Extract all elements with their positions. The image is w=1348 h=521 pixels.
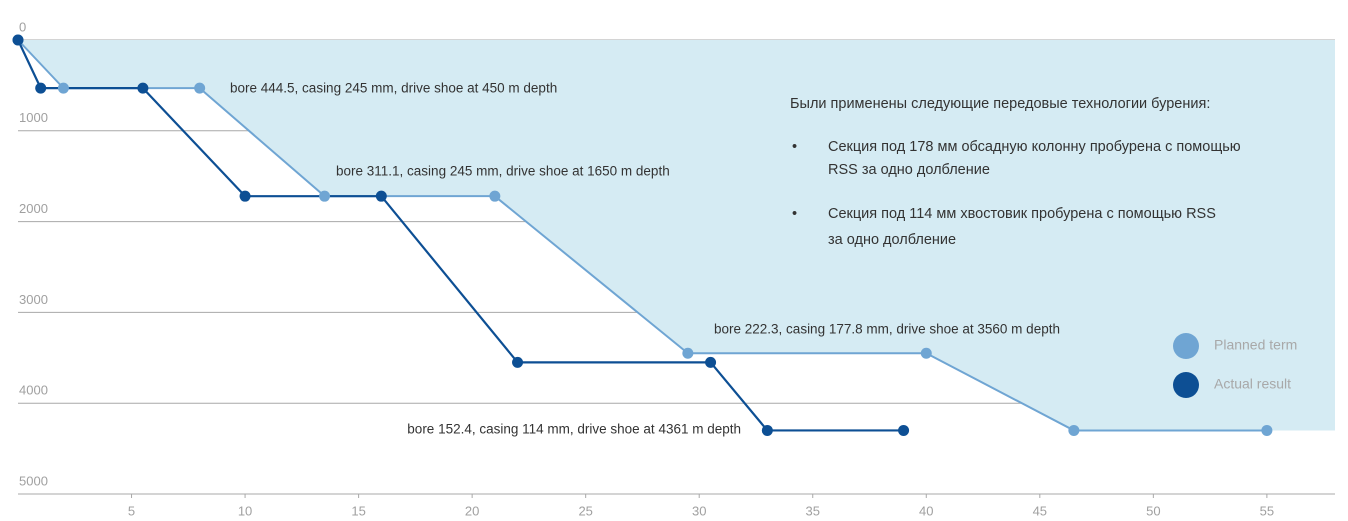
point — [137, 82, 149, 94]
x-tick-label: 55 — [1260, 503, 1274, 518]
x-tick-label: 50 — [1146, 503, 1160, 518]
point — [898, 424, 910, 436]
note-item: Секция под 178 мм обсадную колонну пробу… — [828, 139, 1241, 155]
label-layer: 0 1000 2000 3000 4000 5000 5 10 15 20 25 30 35 40 45 50… — [19, 19, 1274, 518]
x-tick-label: 25 — [578, 503, 592, 518]
point — [920, 347, 932, 359]
legend-label: Planned term — [1214, 337, 1297, 353]
y-tick-label: 1000 — [19, 110, 48, 125]
x-tick-label: 35 — [806, 503, 820, 518]
bullet: • — [792, 206, 797, 222]
point — [1261, 424, 1273, 436]
x-tick-label: 40 — [919, 503, 933, 518]
bullet: • — [792, 139, 797, 155]
annotation: bore 444.5, casing 245 mm, drive shoe at… — [230, 81, 557, 96]
point — [319, 190, 331, 202]
point — [12, 34, 24, 46]
note-item: Секция под 114 мм хвостовик пробурена с … — [828, 206, 1216, 222]
point — [512, 356, 524, 368]
x-tick-label: 30 — [692, 503, 706, 518]
y-tick-label: 3000 — [19, 292, 48, 307]
note-item: RSS за одно долбление — [828, 162, 990, 178]
annotation: bore 152.4, casing 114 mm, drive shoe at… — [407, 422, 741, 437]
point — [761, 424, 773, 436]
x-tick-label: 15 — [351, 503, 365, 518]
area-layer — [18, 40, 1335, 431]
y-tick-label: 4000 — [19, 383, 48, 398]
point — [489, 190, 501, 202]
point — [705, 356, 717, 368]
line-layer — [12, 34, 1273, 436]
x-tick-label: 20 — [465, 503, 479, 518]
y-tick-label: 2000 — [19, 201, 48, 216]
point — [239, 190, 251, 202]
point — [375, 190, 387, 202]
annotation: bore 311.1, casing 245 mm, drive shoe at… — [336, 164, 670, 179]
annotation: bore 222.3, casing 177.8 mm, drive shoe … — [714, 322, 1060, 337]
legend-label: Actual result — [1214, 376, 1291, 392]
note-heading: Были применены следующие передовые техно… — [790, 96, 1210, 112]
note-item: за одно долбление — [828, 232, 956, 248]
x-tick-label: 10 — [238, 503, 252, 518]
point — [35, 82, 47, 94]
point — [1068, 424, 1080, 436]
x-tick-label: 45 — [1033, 503, 1047, 518]
x-tick-label: 5 — [128, 503, 135, 518]
point — [57, 82, 69, 94]
planned-area — [18, 40, 1335, 431]
y-tick-label: 5000 — [19, 473, 48, 488]
legend-swatch — [1173, 372, 1199, 398]
point — [682, 347, 694, 359]
point — [194, 82, 206, 94]
legend: Planned term Actual result — [1173, 333, 1297, 398]
legend-swatch — [1173, 333, 1199, 359]
y-tick-label: 0 — [19, 19, 26, 34]
